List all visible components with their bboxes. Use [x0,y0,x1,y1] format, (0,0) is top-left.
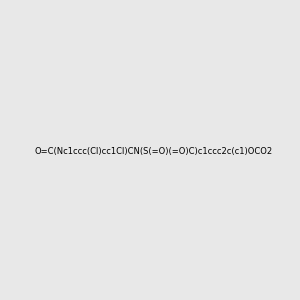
Text: O=C(Nc1ccc(Cl)cc1Cl)CN(S(=O)(=O)C)c1ccc2c(c1)OCO2: O=C(Nc1ccc(Cl)cc1Cl)CN(S(=O)(=O)C)c1ccc2… [35,147,273,156]
